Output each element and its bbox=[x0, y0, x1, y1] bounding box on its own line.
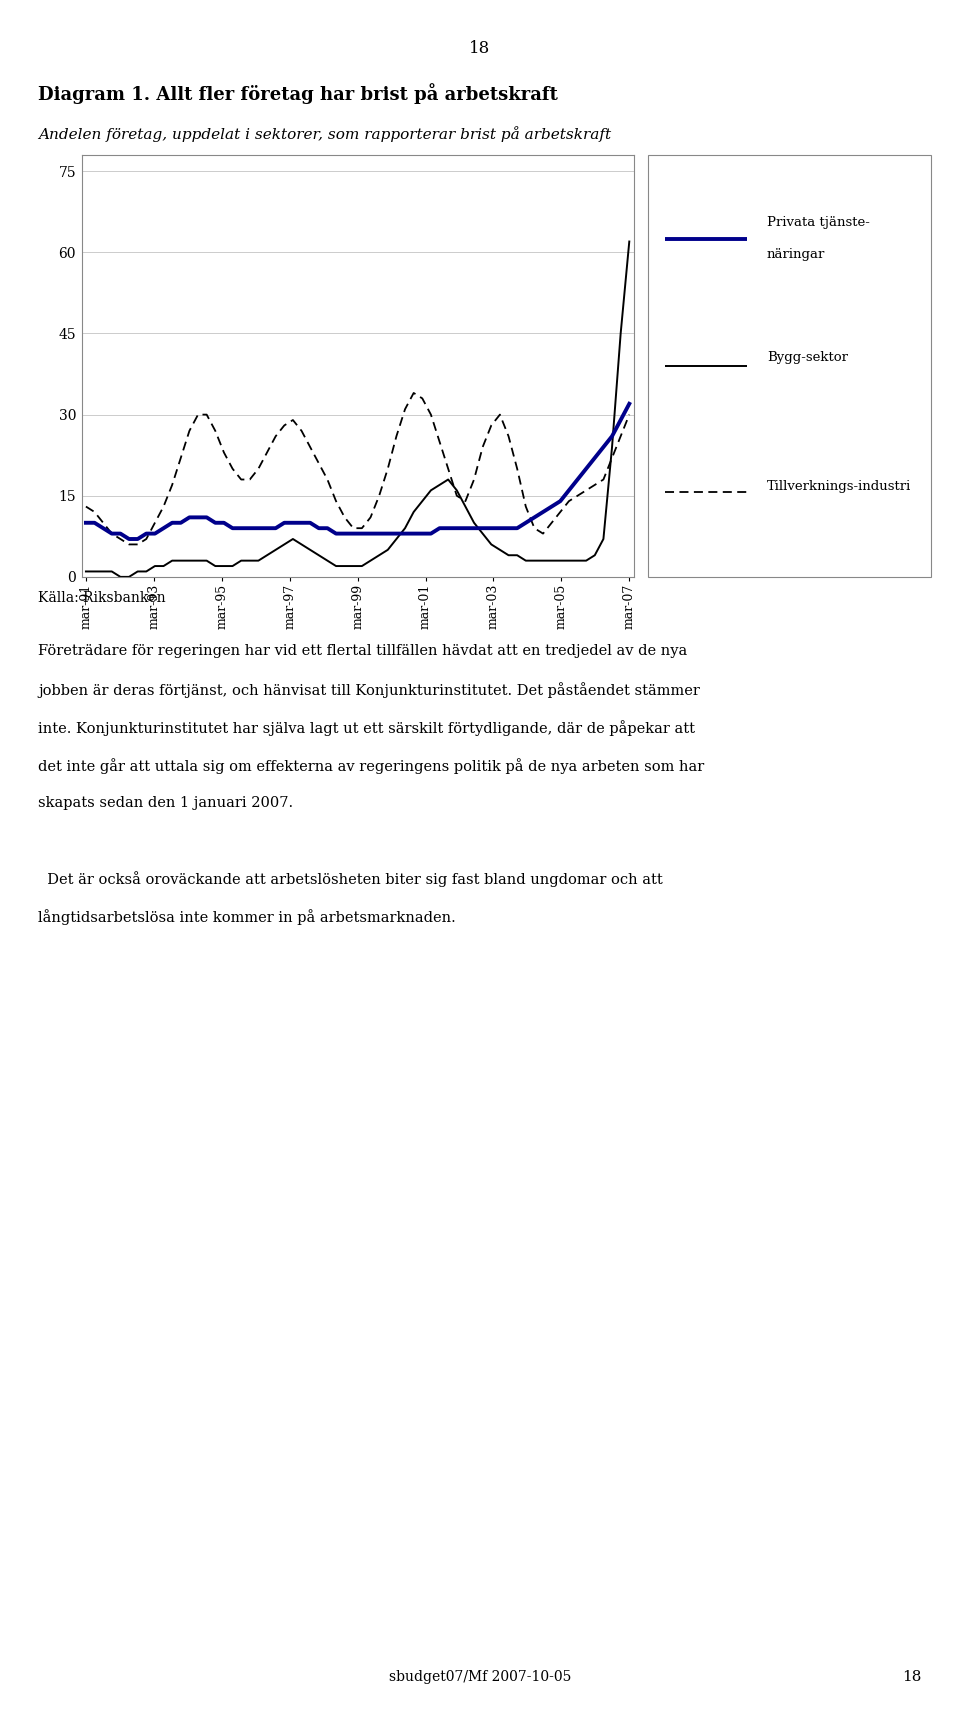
Text: Diagram 1. Allt fler företag har brist på arbetskraft: Diagram 1. Allt fler företag har brist p… bbox=[38, 83, 559, 103]
Text: Källa: Riksbanken: Källa: Riksbanken bbox=[38, 591, 166, 604]
Text: långtidsarbetslösa inte kommer in på arbetsmarknaden.: långtidsarbetslösa inte kommer in på arb… bbox=[38, 909, 456, 925]
Text: näringar: näringar bbox=[767, 248, 826, 260]
Text: Andelen företag, uppdelat i sektorer, som rapporterar brist på arbetskraft: Andelen företag, uppdelat i sektorer, so… bbox=[38, 126, 612, 141]
Text: inte. Konjunkturinstitutet har själva lagt ut ett särskilt förtydligande, där de: inte. Konjunkturinstitutet har själva la… bbox=[38, 720, 695, 735]
Text: Bygg-sektor: Bygg-sektor bbox=[767, 351, 848, 363]
Text: sbudget07/Mf 2007-10-05: sbudget07/Mf 2007-10-05 bbox=[389, 1670, 571, 1684]
Text: Tillverknings-industri: Tillverknings-industri bbox=[767, 480, 911, 492]
Text: 18: 18 bbox=[902, 1670, 922, 1684]
Text: Det är också oroväckande att arbetslösheten biter sig fast bland ungdomar och at: Det är också oroväckande att arbetslöshe… bbox=[38, 871, 663, 887]
Text: Företrädare för regeringen har vid ett flertal tillfällen hävdat att en tredjede: Företrädare för regeringen har vid ett f… bbox=[38, 644, 687, 658]
Text: Privata tjänste-: Privata tjänste- bbox=[767, 217, 870, 229]
Text: skapats sedan den 1 januari 2007.: skapats sedan den 1 januari 2007. bbox=[38, 796, 294, 809]
Text: jobben är deras förtjänst, och hänvisat till Konjunkturinstitutet. Det påstående: jobben är deras förtjänst, och hänvisat … bbox=[38, 682, 700, 697]
Text: det inte går att uttala sig om effekterna av regeringens politik på de nya arbet: det inte går att uttala sig om effektern… bbox=[38, 758, 705, 773]
Text: 18: 18 bbox=[469, 40, 491, 57]
